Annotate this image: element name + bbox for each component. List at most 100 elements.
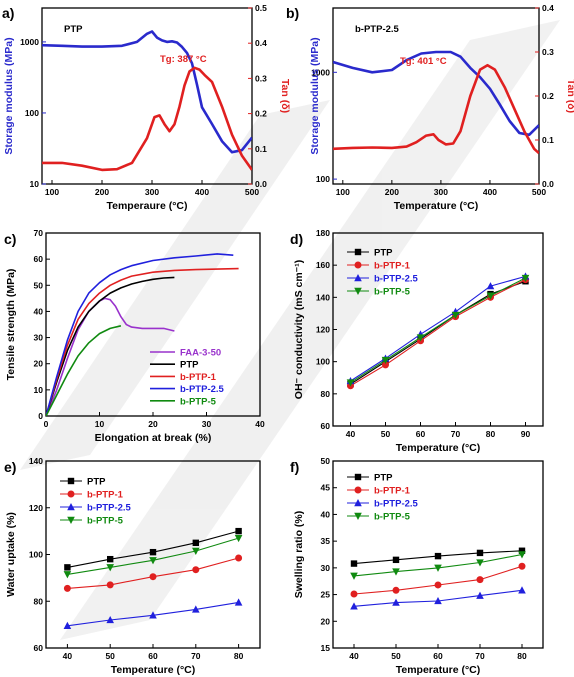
legend-marker [354,261,362,269]
x-tick-label: 40 [349,651,359,661]
legend-marker [67,503,75,511]
y-left-axis-label: Storage modulus (MPa) [309,37,321,154]
data-point [192,547,200,555]
panel-label: c) [4,231,16,247]
y-tick-label: 30 [321,563,331,573]
legend-label: b-PTP-2.5 [87,503,132,514]
y-tick-label: 50 [321,456,331,466]
legend-label: b-PTP-5 [374,512,411,523]
series-line-2 [46,267,239,416]
series-line-1 [350,279,526,387]
legend-label: PTP [374,473,393,484]
data-point [350,572,358,580]
y-left-tick-label: 100 [25,108,39,118]
x-tick-label: 400 [483,187,497,197]
data-point [350,590,358,598]
y-tick-label: 30 [34,333,44,343]
y-tick-label: 120 [316,325,330,335]
legend-label: b-PTP-1 [87,490,124,501]
data-point [486,282,495,290]
data-point [63,571,72,579]
data-point [234,534,243,543]
tan-delta-line [333,63,539,155]
data-point [392,586,400,594]
series-line-3 [46,253,234,416]
panel-d: 40 50 60 70 80 90 Temperature (°C) 60 80 100 120 14… [290,228,544,454]
y-right-tick-label: 0.4 [542,3,554,13]
x-tick-label: 400 [195,187,209,197]
inset-label: b-PTP-2.5 [355,24,400,35]
x-tick-label: 300 [434,187,448,197]
x-tick-label: 60 [148,651,158,661]
y-right-tick-label: 0.3 [542,47,554,57]
legend-label: b-PTP-5 [374,287,411,298]
x-tick-label: 50 [105,651,115,661]
data-point [434,596,442,605]
data-point [476,576,484,584]
storage-modulus-line [333,50,539,137]
x-tick-label: 60 [416,429,426,439]
y-tick-label: 100 [29,550,43,560]
series-line-3 [350,277,526,384]
legend-label: b-PTP-5 [87,516,124,527]
legend-label: b-PTP-1 [374,486,411,497]
y-tick-label: 35 [321,536,331,546]
y-tick-label: 100 [316,357,330,367]
y-left-tick-label: 100 [316,174,330,184]
y-right-tick-label: 0.1 [255,144,267,154]
y-tick-label: 60 [321,421,331,431]
legend-marker [354,512,362,520]
data-point [416,334,425,342]
x-tick-label: 80 [486,429,496,439]
legend-label: b-PTP-2.5 [374,499,419,510]
y-tick-label: 45 [321,483,331,493]
series-line-0 [46,297,175,416]
series-line-0 [350,280,526,385]
x-axis-label: Temperature (°C) [394,200,479,212]
data-point [149,573,157,581]
x-tick-label: 70 [475,651,485,661]
y-left-tick-label: 1000 [20,37,39,47]
y-right-tick-label: 0.2 [542,91,554,101]
legend-label: b-PTP-2.5 [180,384,225,395]
legend-label: b-PTP-1 [374,261,411,272]
data-point [434,552,442,560]
x-tick-label: 100 [336,187,350,197]
x-tick-label: 70 [451,429,461,439]
data-point [63,621,72,629]
data-point [521,274,530,283]
y-tick-label: 50 [34,280,44,290]
data-point [382,361,389,369]
inset-label: PTP [64,24,83,35]
panel-f: 40 50 60 70 80 Temperature (°C) 15 20 25 30 35 40 45… [290,456,544,676]
legend-label: b-PTP-5 [180,396,217,407]
panel-a: 100 200 300 400 500 Temperaure (°C) 10 100 1000 0… [2,3,291,212]
y-tick-label: 80 [34,596,44,606]
tg-annotation: Tg: 387 °C [160,54,207,65]
legend-marker [67,490,75,498]
y-tick-label: 160 [316,260,330,270]
tg-annotation: Tg: 401 °C [400,56,447,67]
x-tick-label: 40 [63,651,73,661]
x-tick-label: 70 [191,651,201,661]
legend-marker [354,473,362,481]
legend-marker [354,486,362,494]
y-tick-label: 10 [34,385,44,395]
legend-marker [67,516,75,524]
data-point [350,560,358,567]
plot-frame [41,7,253,185]
panel-b: 100 200 300 400 500 Temperature (°C) 100 1000 0.… [286,3,574,212]
x-tick-label: 80 [234,651,244,661]
series-line-1 [46,276,175,416]
data-point [392,568,400,576]
x-tick-label: 200 [385,187,399,197]
y-right-tick-label: 0.2 [255,109,267,119]
y-tick-label: 40 [34,306,44,316]
x-axis-label: Temperature (°C) [396,664,481,676]
x-tick-label: 50 [391,651,401,661]
x-tick-label: 300 [145,187,159,197]
data-point [235,527,242,535]
y-tick-label: 40 [321,509,331,519]
y-tick-label: 80 [321,389,331,399]
